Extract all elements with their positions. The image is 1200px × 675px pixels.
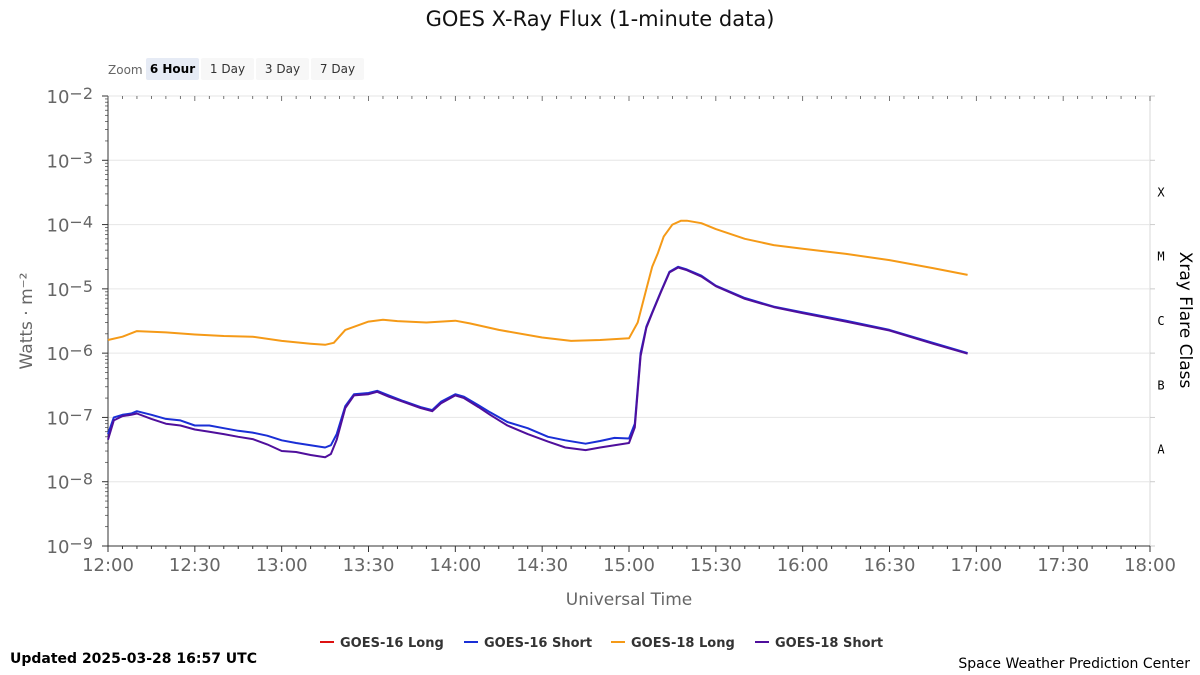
- series-lines: [107, 219, 968, 459]
- flare-class-b: B: [1157, 378, 1164, 392]
- x-tick-label: 15:30: [690, 555, 742, 576]
- flare-class-x: X: [1157, 185, 1165, 199]
- x-tick-label: 16:00: [777, 555, 829, 576]
- legend-label: GOES-16 Short: [484, 636, 592, 651]
- legend-item-goes-16-short[interactable]: GOES-16 Short: [464, 636, 592, 651]
- y-tick-label: 10−4: [47, 213, 94, 237]
- legend-item-goes-18-long[interactable]: GOES-18 Long: [611, 636, 735, 651]
- x-tick-label: 17:30: [1037, 555, 1089, 576]
- zoom-button-3-day[interactable]: 3 Day: [256, 58, 309, 80]
- legend-item-goes-16-long[interactable]: GOES-16 Long: [320, 636, 444, 651]
- x-tick-label: 14:30: [516, 555, 568, 576]
- flare-class-c: C: [1157, 314, 1164, 328]
- x-tick-label: 15:00: [603, 555, 655, 576]
- legend: GOES-16 Long GOES-16 Short GOES-18 Long GOE…: [320, 636, 883, 651]
- series-goes-16-short: [107, 265, 968, 449]
- x-tick-label: 13:00: [256, 555, 308, 576]
- series-line: [107, 219, 968, 346]
- zoom-button-7-day[interactable]: 7 Day: [311, 58, 364, 80]
- x-axis-title: Universal Time: [566, 590, 692, 610]
- x-tick-label: 13:30: [343, 555, 395, 576]
- x-tick-label: 14:00: [429, 555, 481, 576]
- series-line: [107, 265, 968, 449]
- x-tick-label: 17:00: [950, 555, 1002, 576]
- y-tick-label: 10−5: [47, 277, 94, 301]
- y-axis-title: Watts · m⁻²: [17, 273, 37, 370]
- y-tick-label: 10−9: [47, 534, 94, 558]
- axes: 10−2 10−3 10−4 10−5 10−6 10−7 10−8 10−912:00 12:…: [47, 84, 1176, 576]
- x-tick-label: 18:00: [1124, 555, 1176, 576]
- series-goes-18-short: [107, 266, 968, 459]
- legend-item-goes-18-short[interactable]: GOES-18 Short: [755, 636, 883, 651]
- zoom-selector: Zoom 6 Hour 1 Day 3 Day 7 Day: [108, 58, 364, 80]
- legend-label: GOES-18 Long: [631, 636, 735, 651]
- series-goes-18-long: [107, 219, 968, 346]
- zoom-button-label: 7 Day: [320, 62, 355, 76]
- y-tick-label: 10−3: [47, 148, 94, 172]
- y-tick-label: 10−6: [47, 341, 94, 365]
- legend-label: GOES-16 Long: [340, 636, 444, 651]
- chart-title: GOES X-Ray Flux (1-minute data): [426, 7, 775, 31]
- flare-class-a: A: [1157, 443, 1165, 457]
- series-line: [107, 266, 968, 459]
- x-tick-label: 12:00: [82, 555, 134, 576]
- flare-class-m: M: [1157, 250, 1164, 264]
- zoom-button-label: 6 Hour: [150, 62, 195, 76]
- flare-class-labels: X M C B A: [1157, 185, 1165, 456]
- credit-text: Space Weather Prediction Center: [958, 656, 1190, 672]
- y-tick-label: 10−2: [47, 84, 94, 108]
- y2-axis-title: Xray Flare Class: [1175, 252, 1195, 389]
- x-tick-label: 12:30: [169, 555, 221, 576]
- y-tick-label: 10−7: [47, 405, 94, 429]
- zoom-button-label: 1 Day: [210, 62, 245, 76]
- updated-timestamp: Updated 2025-03-28 16:57 UTC: [10, 651, 257, 667]
- x-tick-label: 16:30: [864, 555, 916, 576]
- zoom-label: Zoom: [108, 63, 143, 77]
- zoom-button-1-day[interactable]: 1 Day: [201, 58, 254, 80]
- plot-border: [107, 95, 1151, 547]
- legend-label: GOES-18 Short: [775, 636, 883, 651]
- grid: [107, 95, 1151, 547]
- zoom-button-6-hour[interactable]: 6 Hour: [146, 58, 199, 80]
- zoom-button-label: 3 Day: [265, 62, 300, 76]
- y-tick-label: 10−8: [47, 470, 94, 494]
